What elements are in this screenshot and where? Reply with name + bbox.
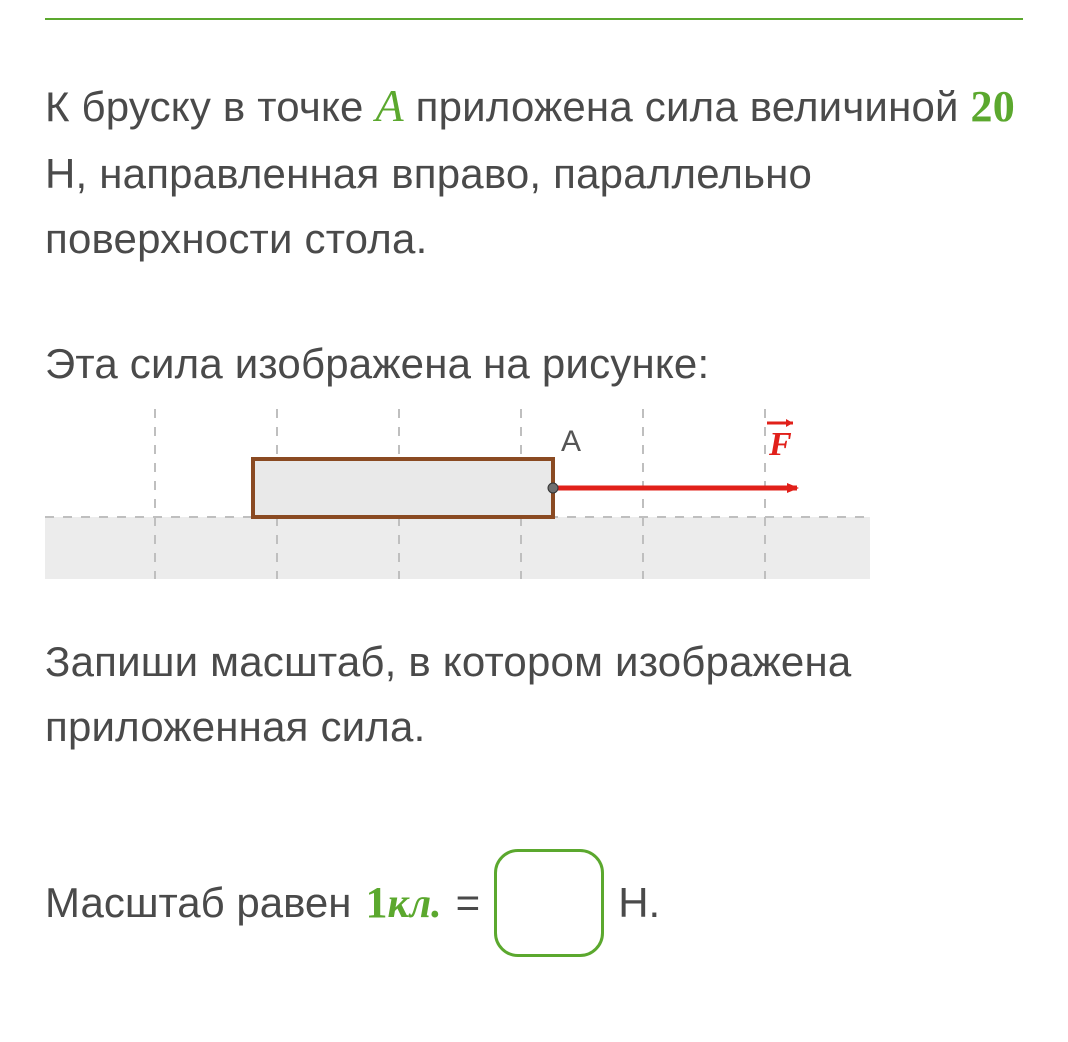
equals-sign: = xyxy=(456,879,481,927)
force-diagram: AF xyxy=(45,409,870,579)
divider-top xyxy=(45,18,1023,20)
answer-row: Масштаб равен 1кл. = Н. xyxy=(45,849,1023,957)
diagram-svg: AF xyxy=(45,409,870,579)
svg-text:A: A xyxy=(561,425,581,458)
unit-suffix: Н. xyxy=(618,879,660,927)
problem-paragraph-2: Эта сила изображена на рисунке: xyxy=(45,331,1023,396)
problem-paragraph-3: Запиши масштаб, в котором изображена при… xyxy=(45,629,1023,759)
text-fragment: Н, направленная вправо, параллельно пове… xyxy=(45,150,812,262)
text-fragment: К бруску в точке xyxy=(45,83,375,130)
scale-answer-input[interactable] xyxy=(494,849,604,957)
answer-prefix: Масштаб равен xyxy=(45,879,351,927)
scale-unit-number: 1 xyxy=(365,877,387,928)
text-fragment: приложена сила величиной xyxy=(404,83,971,130)
force-value: 20 xyxy=(971,82,1015,131)
variable-a: A xyxy=(375,80,403,131)
svg-text:F: F xyxy=(768,426,792,463)
problem-paragraph-1: К бруску в точке A приложена сила величи… xyxy=(45,70,1023,271)
scale-unit-label: кл. xyxy=(387,880,441,928)
